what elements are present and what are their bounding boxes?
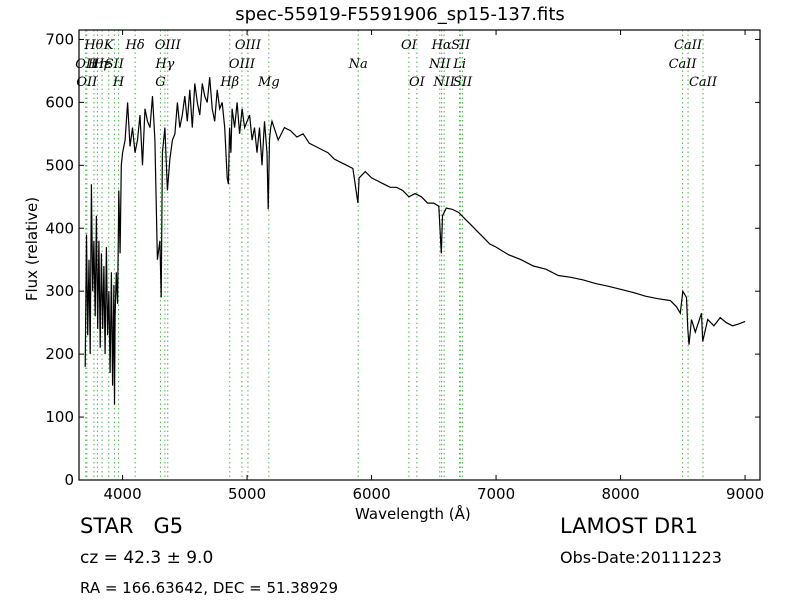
y-tick-label-5: 500	[45, 156, 74, 174]
y-tick-label-1: 100	[45, 408, 74, 426]
line-marker-label-21: NII	[432, 75, 456, 90]
line-marker-label-25: CaII	[669, 57, 698, 72]
y-tick-label-6: 600	[45, 93, 74, 111]
line-marker-label-7: H	[112, 75, 125, 90]
y-tick-label-4: 400	[45, 219, 74, 237]
line-marker-label-14: OIII	[235, 38, 262, 53]
line-marker-label-18: OI	[409, 75, 426, 90]
plot-frame	[78, 29, 761, 481]
line-marker-label-19: NII	[428, 57, 452, 72]
line-marker-label-16: Na	[348, 57, 368, 72]
chart-title: spec-55919-F5591906_sp15-137.fits	[235, 4, 565, 25]
line-marker-label-20: Hα	[431, 38, 452, 53]
line-marker-label-13: OIII	[229, 57, 256, 72]
line-marker-label-4: Hε	[92, 57, 111, 72]
line-marker-label-1: OII	[76, 75, 98, 90]
survey-name: LAMOST DR1	[560, 514, 699, 538]
y-tick-label-7: 700	[45, 30, 74, 48]
x-tick-label-4: 8000	[601, 485, 639, 503]
object-class: STAR G5	[80, 514, 183, 538]
line-marker-label-26: CaII	[674, 38, 703, 53]
line-marker-label-6: SII	[105, 57, 125, 72]
line-marker-label-22: Li	[452, 57, 466, 72]
x-tick-label-2: 6000	[352, 485, 390, 503]
line-marker-label-24: SII	[453, 75, 473, 90]
line-marker-label-15: Mg	[257, 75, 280, 90]
object-subclass: G5	[153, 514, 184, 538]
line-marker-label-23: SII	[451, 38, 471, 53]
line-marker-label-12: Hβ	[219, 75, 239, 90]
line-marker-label-9: G	[155, 75, 165, 90]
line-marker-label-8: Hδ	[125, 38, 145, 53]
y-axis-label: Flux (relative)	[23, 196, 41, 302]
line-marker-label-17: OI	[401, 38, 418, 53]
y-axis-ticks: 0 100 200 300 400 500 600 700	[45, 30, 760, 489]
line-marker-label-11: OIII	[155, 38, 182, 53]
y-tick-label-2: 200	[45, 345, 74, 363]
x-axis-label: Wavelength (Å)	[355, 505, 471, 523]
line-marker-label-27: CaII	[689, 75, 718, 90]
line-marker-label-0: OII	[75, 57, 97, 72]
obs-date: Obs-Date:20111223	[560, 548, 722, 567]
y-tick-label-3: 300	[45, 282, 74, 300]
x-tick-label-3: 7000	[477, 485, 515, 503]
spectrum-line	[84, 77, 746, 405]
x-tick-label-0: 4000	[103, 485, 141, 503]
ra-dec: RA = 166.63642, DEC = 51.38929	[80, 579, 339, 597]
x-tick-label-5: 9000	[726, 485, 764, 503]
line-marker-label-3: Hη	[87, 57, 107, 72]
line-markers	[85, 30, 704, 480]
line-marker-label-10: Hγ	[154, 57, 174, 72]
object-class-label: STAR	[80, 514, 134, 538]
y-tick-label-0: 0	[64, 471, 74, 489]
redshift-text: cz = 42.3 ± 9.0	[80, 548, 214, 568]
x-tick-label-1: 5000	[228, 485, 266, 503]
line-marker-label-5: K	[103, 38, 115, 53]
line-marker-label-2: Hθ	[83, 38, 103, 53]
line-marker-labels: OIIOIIHθHηHεKSIIHHδGHγOIIIHβOIIIOIIIMgNa…	[75, 38, 718, 90]
x-axis-ticks: 4000 5000 6000 7000 8000 9000	[103, 30, 764, 503]
